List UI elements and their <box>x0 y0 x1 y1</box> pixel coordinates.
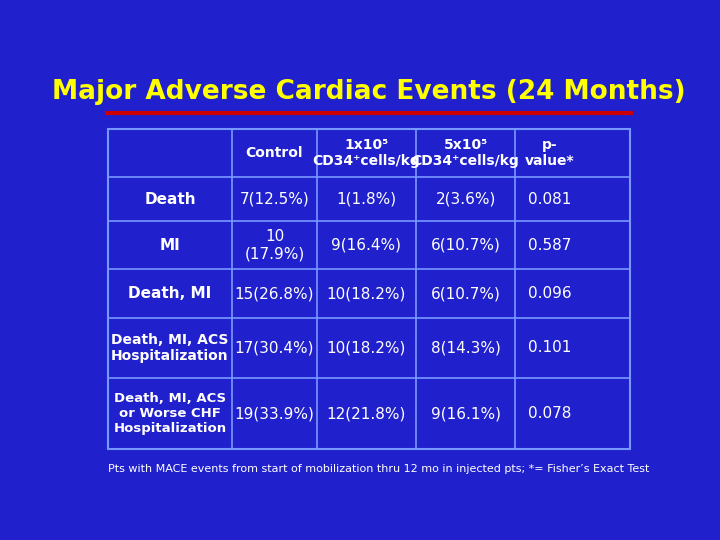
Text: 10
(17.9%): 10 (17.9%) <box>244 229 305 261</box>
Text: 9(16.4%): 9(16.4%) <box>331 238 401 253</box>
Text: 8(14.3%): 8(14.3%) <box>431 340 500 355</box>
Text: 0.587: 0.587 <box>528 238 572 253</box>
Text: 5x10⁵
CD34⁺cells/kg: 5x10⁵ CD34⁺cells/kg <box>412 138 520 168</box>
Text: Control: Control <box>246 146 303 160</box>
Text: 10(18.2%): 10(18.2%) <box>327 286 406 301</box>
Text: Death, MI, ACS
Hospitalization: Death, MI, ACS Hospitalization <box>111 333 229 363</box>
Text: 6(10.7%): 6(10.7%) <box>431 286 500 301</box>
Text: 12(21.8%): 12(21.8%) <box>327 406 406 421</box>
Text: MI: MI <box>160 238 181 253</box>
Text: 19(33.9%): 19(33.9%) <box>235 406 315 421</box>
Text: Major Adverse Cardiac Events (24 Months): Major Adverse Cardiac Events (24 Months) <box>52 79 686 105</box>
Text: 15(26.8%): 15(26.8%) <box>235 286 314 301</box>
Text: Death, MI, ACS
or Worse CHF
Hospitalization: Death, MI, ACS or Worse CHF Hospitalizat… <box>114 393 227 435</box>
Text: Pts with MACE events from start of mobilization thru 12 mo in injected pts; *= F: Pts with MACE events from start of mobil… <box>108 464 649 474</box>
Text: p-
value*: p- value* <box>525 138 575 168</box>
Text: 0.096: 0.096 <box>528 286 572 301</box>
Text: 1(1.8%): 1(1.8%) <box>336 192 397 207</box>
Text: Death, MI: Death, MI <box>128 286 212 301</box>
Text: 7(12.5%): 7(12.5%) <box>240 192 310 207</box>
Text: 2(3.6%): 2(3.6%) <box>436 192 496 207</box>
Text: 0.078: 0.078 <box>528 406 572 421</box>
Text: 17(30.4%): 17(30.4%) <box>235 340 314 355</box>
Text: 9(16.1%): 9(16.1%) <box>431 406 500 421</box>
Text: 0.101: 0.101 <box>528 340 572 355</box>
Text: 0.081: 0.081 <box>528 192 572 207</box>
Bar <box>108 129 630 449</box>
Text: Death: Death <box>144 192 196 207</box>
Text: 10(18.2%): 10(18.2%) <box>327 340 406 355</box>
Text: 6(10.7%): 6(10.7%) <box>431 238 500 253</box>
Text: 1x10⁵
CD34⁺cells/kg: 1x10⁵ CD34⁺cells/kg <box>312 138 420 168</box>
